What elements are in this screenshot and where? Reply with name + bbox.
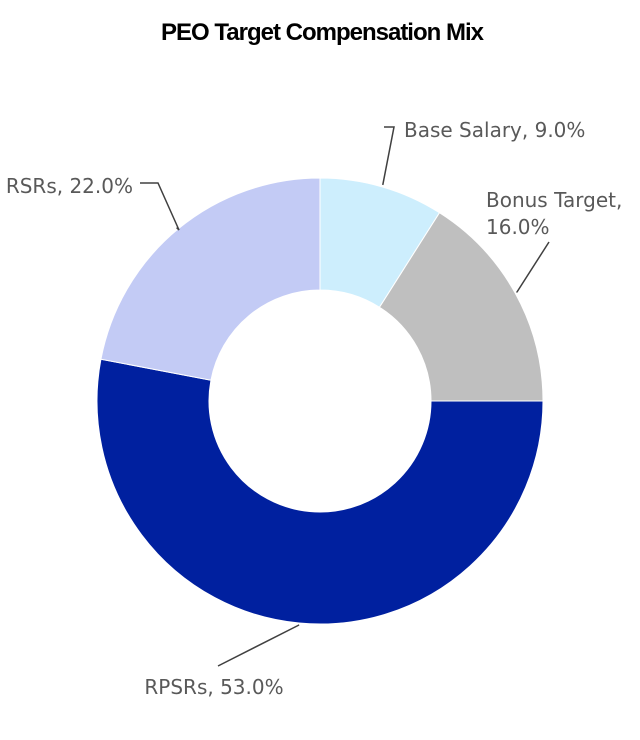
chart-title: PEO Target Compensation Mix [161, 19, 485, 46]
slice-rsrs [100, 177, 321, 381]
data-label-bonus-target: Bonus Target, 16.0% [486, 188, 622, 239]
data-label-base-salary: Base Salary, 9.0% [404, 118, 585, 142]
leader-line-bonus-target [516, 241, 550, 293]
slice-bonus-target [378, 212, 544, 402]
data-label-rpsrs: RPSRs, 53.0% [144, 675, 283, 699]
data-label-rsrs: RSRs, 22.0% [6, 174, 133, 198]
leader-line-rsrs [140, 182, 180, 231]
slice-rpsrs [96, 358, 544, 625]
leader-line-rpsrs [217, 624, 300, 667]
leader-line-base-salary [382, 126, 395, 186]
